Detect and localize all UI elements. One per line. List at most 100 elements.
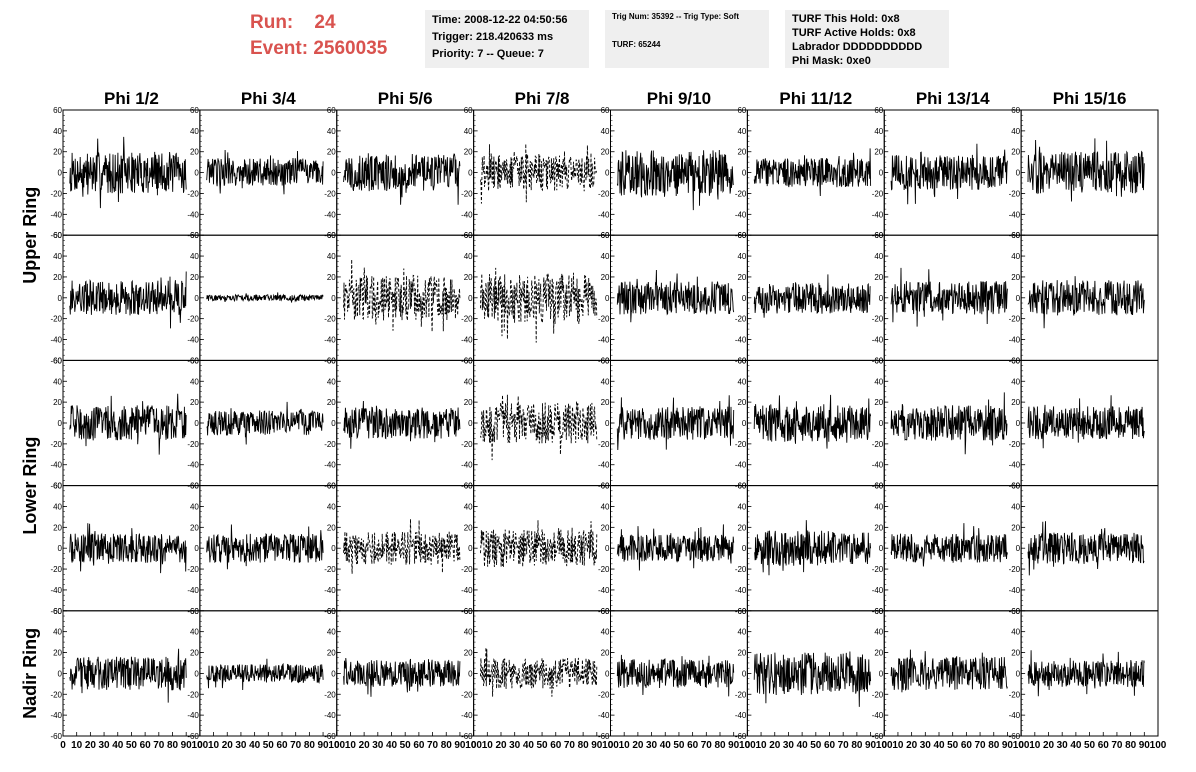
y-tick-label: 20 [1011,649,1020,658]
event-label: Event: [250,38,309,59]
y-tick-label: 0 [1016,544,1021,553]
y-tick-label: -40 [598,461,610,470]
y-tick-label: 0 [468,169,473,178]
y-tick-label: -60 [324,732,336,741]
y-tick-label: 20 [601,148,610,157]
y-tick-label: -40 [461,461,473,470]
y-tick-label: -60 [735,607,747,616]
y-tick-label: -20 [461,315,473,324]
waveform-trace [753,394,872,449]
y-tick-label: 20 [53,649,62,658]
y-tick-label: 0 [58,544,63,553]
y-tick-label: -20 [1009,440,1021,449]
y-tick-label: 0 [605,669,610,678]
x-tick-label: 60 [550,740,562,751]
y-tick-label: 60 [464,106,473,115]
x-tick-label: 20 [769,740,781,751]
y-tick-label: 60 [601,106,610,115]
x-tick-label: 90 [591,740,603,751]
waveform-trace [480,520,598,568]
x-tick-label: 20 [495,740,507,751]
y-tick-label: 40 [53,502,62,511]
y-tick-label: 20 [327,649,336,658]
y-tick-label: 0 [605,544,610,553]
time-info-box: Time: 2008-12-22 04:50:56 Trigger: 218.4… [425,10,589,68]
y-tick-label: 0 [468,419,473,428]
y-tick-label: 0 [742,169,747,178]
y-tick-label: 20 [874,398,883,407]
y-tick-label: -20 [735,690,747,699]
y-tick-label: 60 [737,607,746,616]
y-tick-label: 20 [737,523,746,532]
y-tick-label: 40 [53,628,62,637]
trig-info-box: Trig Num: 35392 -- Trig Type: Soft TURF:… [605,10,769,68]
y-tick-label: 0 [58,294,63,303]
y-tick-label: 40 [464,252,473,261]
x-tick-label: 0 [60,740,66,751]
y-tick-label: -60 [461,607,473,616]
y-tick-label: -60 [187,231,199,240]
y-tick-label: 40 [327,252,336,261]
event-value: 2560035 [313,38,388,59]
y-tick-label: 40 [464,377,473,386]
y-tick-label: 60 [327,356,336,365]
x-tick-label: 90 [1002,740,1014,751]
x-tick-label: 60 [276,740,288,751]
y-tick-label: 20 [327,273,336,282]
y-tick-label: -40 [735,336,747,345]
y-tick-label: 40 [464,127,473,136]
y-tick-label: 40 [53,127,62,136]
y-tick-label: -40 [1009,210,1021,219]
y-tick-label: 20 [601,523,610,532]
x-tick-label: 20 [222,740,234,751]
x-tick-label: 100 [739,740,756,751]
y-tick-label: 0 [879,544,884,553]
y-tick-label: 0 [742,294,747,303]
y-tick-label: 60 [53,482,62,491]
y-tick-label: -20 [461,189,473,198]
y-tick-label: 40 [327,502,336,511]
waveform-trace [69,648,187,703]
y-tick-label: 20 [190,523,199,532]
y-tick-label: 60 [1011,607,1020,616]
x-tick-label: 10 [892,740,904,751]
y-tick-label: 60 [1011,482,1020,491]
column-title: Phi 1/2 [104,89,159,108]
x-tick-label: 70 [975,740,987,751]
y-tick-label: 40 [1011,377,1020,386]
y-tick-label: -20 [735,565,747,574]
run-line: Run: 24 [250,10,420,36]
y-tick-label: -40 [598,210,610,219]
x-tick-label: 100 [602,740,619,751]
column-title: Phi 15/16 [1053,89,1127,108]
x-tick-label: 40 [933,740,945,751]
y-tick-label: 60 [190,231,199,240]
panel-frame [336,234,475,361]
y-tick-label: 0 [468,544,473,553]
x-tick-label: 100 [465,740,482,751]
x-tick-label: 30 [372,740,384,751]
waveform-trace [343,153,461,205]
y-tick-label: 0 [194,669,199,678]
x-tick-label: 80 [578,740,590,751]
x-tick-label: 100 [192,740,209,751]
waveform-trace [753,274,871,318]
waveform-trace [890,649,1008,693]
waveform-trace [616,269,735,323]
y-tick-label: 20 [190,649,199,658]
y-tick-label: 20 [464,523,473,532]
x-tick-label: 40 [1070,740,1082,751]
y-tick-label: 40 [737,252,746,261]
y-tick-label: 60 [53,106,62,115]
y-tick-label: 60 [737,231,746,240]
y-tick-label: 60 [1011,356,1020,365]
y-tick-label: -40 [461,210,473,219]
y-tick-label: 40 [327,127,336,136]
y-tick-label: -60 [872,231,884,240]
x-tick-label: 30 [509,740,521,751]
x-tick-label: 70 [1111,740,1123,751]
y-tick-label: -40 [50,210,62,219]
waveform-trace [890,143,1008,205]
y-tick-label: 60 [874,231,883,240]
y-tick-label: -20 [1009,189,1021,198]
